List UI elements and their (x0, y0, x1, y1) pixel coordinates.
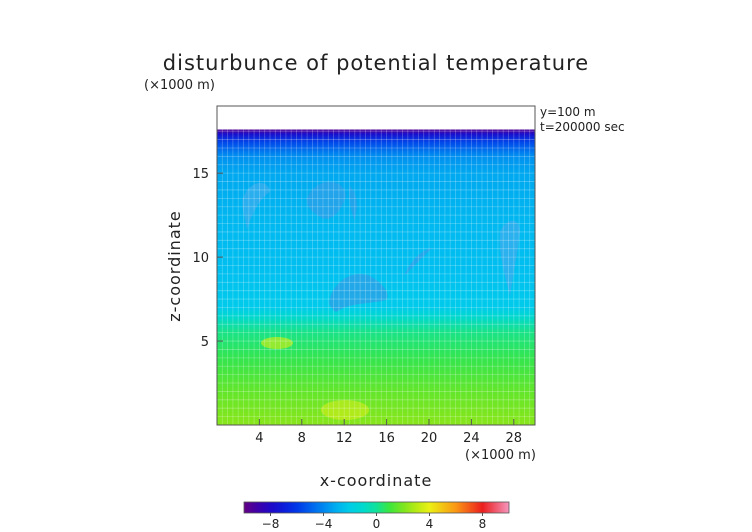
x-tick-label: 28 (506, 431, 523, 446)
info-y: y=100 m (540, 105, 596, 119)
chart-title: disturbunce of potential temperature (163, 51, 589, 75)
y-tick-label: 5 (201, 335, 209, 350)
blob (329, 274, 388, 312)
blob (349, 186, 357, 220)
x-tick-label: 16 (378, 431, 395, 446)
blob (404, 248, 432, 276)
y-axis-label: z-coordinate (165, 210, 184, 322)
y-tick-label: 10 (192, 251, 209, 266)
x-axis-label: x-coordinate (320, 471, 433, 490)
contour-features (242, 181, 520, 420)
colorbar-bar (243, 501, 510, 514)
blob (499, 220, 520, 296)
y-tick-label: 15 (192, 167, 209, 182)
fine-grid (217, 129, 535, 425)
plot-area: 4 8 12 16 20 24 28 5 10 15 (192, 105, 536, 446)
x-tick-label: 8 (298, 431, 306, 446)
colorbar-tick-label: 0 (373, 517, 381, 531)
y-ticks: 5 10 15 (192, 167, 223, 350)
info-t: t=200000 sec (540, 120, 625, 134)
field-colormap (217, 129, 535, 425)
x-tick-label: 20 (421, 431, 438, 446)
blob (242, 182, 270, 230)
x-tick-label: 4 (255, 431, 263, 446)
colorbar-tick-label: 4 (426, 517, 434, 531)
x-unit: (×1000 m) (465, 448, 536, 463)
colorbar-tick-label: −4 (315, 517, 333, 531)
x-tick-label: 24 (463, 431, 480, 446)
blob (306, 181, 346, 219)
colorbar-ticks: −8 −4 0 4 8 (262, 513, 487, 531)
x-ticks: 4 8 12 16 20 24 28 (255, 419, 522, 446)
blob (261, 337, 293, 349)
title-unit: (×1000 m) (144, 78, 215, 93)
colorbar-tick-label: 8 (479, 517, 487, 531)
plot-frame (216, 105, 536, 426)
blob (321, 400, 369, 420)
colorbar: −8 −4 0 4 8 (243, 501, 510, 531)
x-tick-label: 12 (336, 431, 353, 446)
colorbar-tick-label: −8 (262, 517, 280, 531)
